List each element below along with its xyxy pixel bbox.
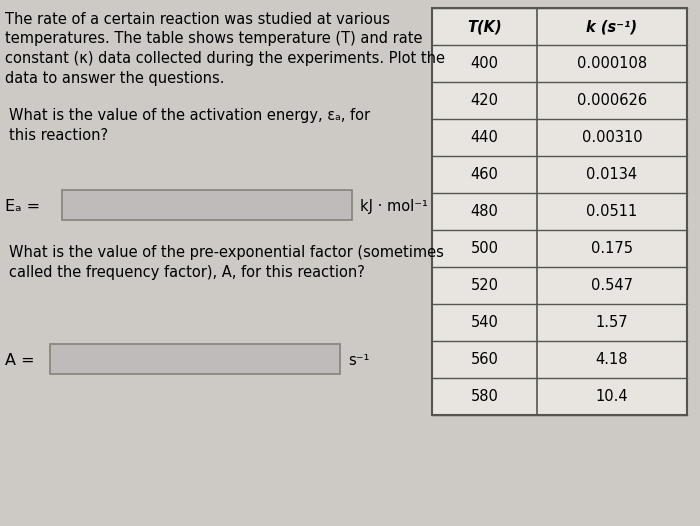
Text: temperatures. The table shows temperature (Τ) and rate: temperatures. The table shows temperatur…: [5, 32, 423, 46]
Text: k (s⁻¹): k (s⁻¹): [587, 19, 638, 34]
Text: 560: 560: [470, 352, 498, 367]
Text: 10.4: 10.4: [596, 389, 629, 404]
Text: A =: A =: [5, 353, 34, 368]
Text: What is the value of the activation energy, εₐ, for: What is the value of the activation ener…: [9, 108, 370, 123]
Text: The rate of a certain reaction was studied at various: The rate of a certain reaction was studi…: [5, 12, 390, 27]
Text: Eₐ =: Eₐ =: [5, 199, 40, 214]
Text: this reaction?: this reaction?: [9, 127, 108, 143]
Text: 520: 520: [470, 278, 498, 293]
Text: 0.00310: 0.00310: [582, 130, 643, 145]
Text: constant (κ) data collected during the experiments. Plot the: constant (κ) data collected during the e…: [5, 51, 445, 66]
Text: What is the value of the pre-exponential factor (sometimes: What is the value of the pre-exponential…: [9, 245, 444, 260]
Text: 4.18: 4.18: [596, 352, 629, 367]
Bar: [62, 190, 352, 220]
Text: called the frequency factor), A, for this reaction?: called the frequency factor), A, for thi…: [9, 265, 365, 279]
Text: 400: 400: [470, 56, 498, 71]
Text: s⁻¹: s⁻¹: [348, 353, 370, 368]
Text: 0.0134: 0.0134: [587, 167, 638, 182]
Text: data to answer the questions.: data to answer the questions.: [5, 70, 225, 86]
Text: 1.57: 1.57: [596, 315, 629, 330]
Text: T(K): T(K): [467, 19, 502, 34]
Bar: [50, 344, 340, 374]
Text: 460: 460: [470, 167, 498, 182]
Text: kJ · mol⁻¹: kJ · mol⁻¹: [360, 199, 428, 214]
Text: 420: 420: [470, 93, 498, 108]
Text: 540: 540: [470, 315, 498, 330]
Text: 480: 480: [470, 204, 498, 219]
Text: 0.0511: 0.0511: [587, 204, 638, 219]
Text: 440: 440: [470, 130, 498, 145]
Text: 500: 500: [470, 241, 498, 256]
Text: 0.000626: 0.000626: [577, 93, 647, 108]
Text: 580: 580: [470, 389, 498, 404]
Text: 0.547: 0.547: [591, 278, 633, 293]
Bar: [432, 8, 687, 415]
Bar: [432, 8, 687, 415]
Text: 0.000108: 0.000108: [577, 56, 647, 71]
Text: 0.175: 0.175: [591, 241, 633, 256]
